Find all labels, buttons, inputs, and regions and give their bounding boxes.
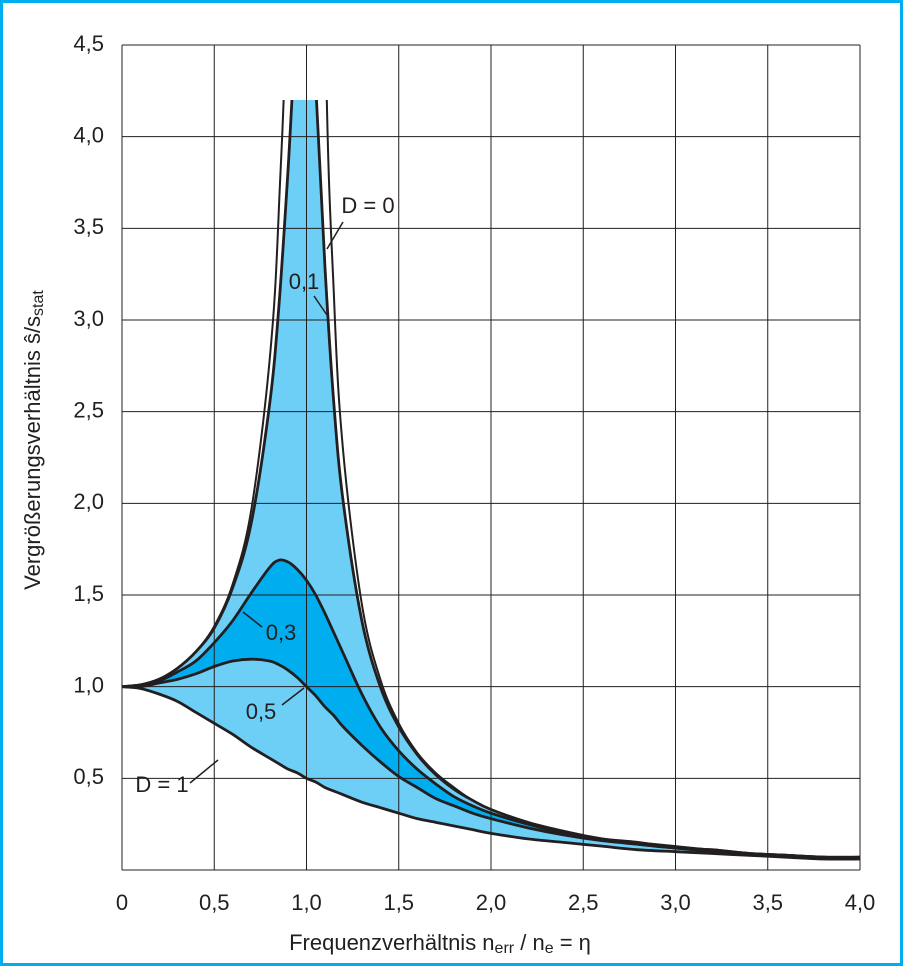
x-tick-label: 0,5 — [199, 890, 230, 915]
x-axis-title: Frequenzverhältnis nerr / ne = η — [289, 930, 591, 957]
labels: 0 0,5 1,0 1,5 2,0 2,5 3,0 3,5 4,0 0,5 1,0 1,5 2,0 2,5… — [73, 31, 875, 915]
x-tick-label: 2,0 — [476, 890, 507, 915]
y-title-part: Vergrößerungsverhältnis ŝ/s — [20, 316, 45, 590]
x-title-part: / n — [514, 930, 545, 955]
y-tick-label: 1,5 — [73, 581, 104, 606]
curve-label: D = 0 — [341, 193, 394, 218]
label-leader — [313, 295, 330, 319]
x-tick-label: 0 — [116, 890, 128, 915]
y-tick-label: 0,5 — [73, 764, 104, 789]
x-title-part: Frequenzverhältnis n — [289, 930, 494, 955]
y-tick-label: 1,0 — [73, 672, 104, 697]
y-tick-label: 3,5 — [73, 214, 104, 239]
grid — [121, 44, 861, 871]
x-tick-label: 4,0 — [845, 890, 876, 915]
y-tick-label: 4,5 — [73, 31, 104, 56]
x-tick-label: 1,5 — [383, 890, 414, 915]
curve — [121, 100, 861, 859]
x-title-sub: e — [545, 940, 554, 957]
y-tick-label: 2,0 — [73, 489, 104, 514]
y-axis-title: Vergrößerungsverhältnis ŝ/sstat — [20, 290, 47, 590]
curve-label: 0,1 — [289, 269, 320, 294]
x-title-part: = η — [554, 930, 591, 955]
curve-label: 0,5 — [246, 699, 277, 724]
curve-label: 0,3 — [266, 620, 297, 645]
y-title-sub: stat — [30, 290, 47, 316]
y-tick-label: 2,5 — [73, 397, 104, 422]
label-leader — [326, 221, 344, 250]
curve — [121, 685, 861, 861]
x-tick-label: 2,5 — [568, 890, 599, 915]
x-tick-label: 3,5 — [752, 890, 783, 915]
y-tick-label: 4,0 — [73, 122, 104, 147]
curves — [121, 100, 861, 861]
x-tick-label: 3,0 — [660, 890, 691, 915]
label-leader — [281, 687, 305, 706]
x-title-sub: err — [495, 940, 515, 957]
label-leader — [189, 759, 219, 784]
label-leader — [242, 611, 263, 628]
curve — [121, 657, 861, 861]
curve-label: D = 1 — [135, 772, 188, 797]
y-tick-label: 3,0 — [73, 306, 104, 331]
x-tick-label: 1,0 — [291, 890, 322, 915]
